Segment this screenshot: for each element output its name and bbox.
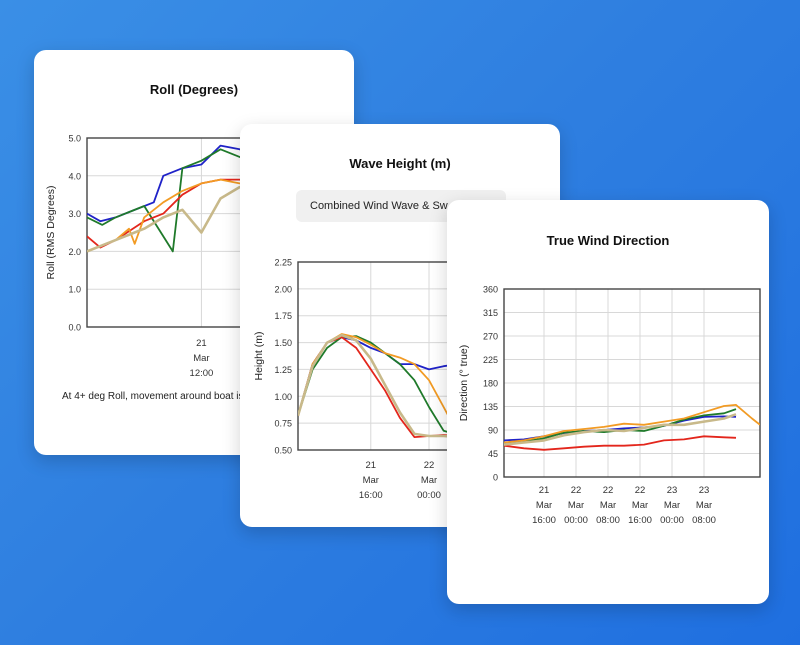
wind-series-line-red bbox=[504, 435, 737, 451]
wind-y-tick-label: 315 bbox=[483, 308, 498, 318]
wave-x-tick-label: Mar bbox=[363, 475, 379, 486]
roll-y-axis-label: Roll (RMS Degrees) bbox=[45, 186, 57, 280]
wave-y-tick-label: 1.00 bbox=[274, 392, 292, 402]
wind-x-tick-label: Mar bbox=[600, 500, 616, 511]
wind-x-tick-label: Mar bbox=[696, 500, 712, 511]
wind-x-tick-label: 23 bbox=[699, 485, 710, 496]
roll-y-tick-label: 0.0 bbox=[68, 323, 81, 333]
wind-x-tick-label: Mar bbox=[536, 500, 552, 511]
roll-x-tick-label: 21 bbox=[196, 338, 207, 349]
wave-x-tick-label: 00:00 bbox=[417, 490, 441, 501]
wind-y-tick-label: 270 bbox=[483, 332, 498, 342]
wind-direction-chart-card: True Wind Direction 0 45 90 135 180 225 270 315… bbox=[447, 200, 769, 604]
wind-x-tick-label: 23 bbox=[667, 485, 678, 496]
wind-direction-chart: 0 45 90 135 180 225 270 315 360 21 Mar 16:00 22 Mar 00… bbox=[458, 285, 761, 526]
wind-x-tick-label: 16:00 bbox=[532, 515, 556, 526]
wind-y-tick-label: 0 bbox=[493, 473, 498, 483]
wind-y-tick-label: 225 bbox=[483, 355, 498, 365]
wind-y-tick-label: 135 bbox=[483, 402, 498, 412]
wave-x-tick-label: Mar bbox=[421, 475, 437, 486]
wind-series-line-orange bbox=[504, 403, 760, 444]
wind-y-axis-label: Direction (° true) bbox=[458, 345, 470, 422]
wave-x-tick-label: 21 bbox=[365, 460, 376, 471]
roll-plot-frame bbox=[86, 137, 354, 328]
wind-x-tick-label: 22 bbox=[571, 485, 582, 496]
wind-y-tick-label: 90 bbox=[488, 426, 498, 436]
wind-x-tick-label: 08:00 bbox=[692, 515, 716, 526]
wind-direction-chart-title: True Wind Direction bbox=[546, 233, 670, 248]
wave-y-tick-label: 1.50 bbox=[274, 338, 292, 348]
roll-x-tick-label: 12:00 bbox=[190, 368, 214, 379]
wind-x-tick-label: 16:00 bbox=[628, 515, 652, 526]
wind-x-tick-label: Mar bbox=[632, 500, 648, 511]
wave-plot-frame bbox=[297, 261, 560, 451]
roll-chart-title: Roll (Degrees) bbox=[149, 82, 239, 97]
roll-y-tick-label: 3.0 bbox=[68, 209, 81, 219]
wind-x-tick-label: Mar bbox=[568, 500, 584, 511]
wave-y-tick-label: 2.25 bbox=[274, 258, 292, 268]
wind-y-tick-label: 45 bbox=[488, 449, 498, 459]
wave-y-tick-label: 0.75 bbox=[274, 419, 292, 429]
wave-y-tick-label: 1.75 bbox=[274, 311, 292, 321]
wave-y-tick-label: 1.25 bbox=[274, 365, 292, 375]
wave-height-chart-title: Wave Height (m) bbox=[349, 156, 451, 171]
wind-y-tick-label: 180 bbox=[483, 379, 498, 389]
wave-x-tick-label: 16:00 bbox=[359, 490, 383, 501]
wind-x-tick-label: 08:00 bbox=[596, 515, 620, 526]
roll-x-tick-label: Mar bbox=[193, 353, 209, 364]
wave-y-tick-label: 0.50 bbox=[274, 446, 292, 456]
wind-x-tick-label: 22 bbox=[635, 485, 646, 496]
wave-y-tick-label: 2.00 bbox=[274, 284, 292, 294]
wind-series-line-tan bbox=[504, 413, 737, 446]
wind-x-tick-label: 00:00 bbox=[660, 515, 684, 526]
wind-y-tick-label: 360 bbox=[483, 285, 498, 295]
wave-y-axis-label: Height (m) bbox=[253, 331, 265, 380]
roll-y-tick-label: 4.0 bbox=[68, 171, 81, 181]
wind-x-tick-label: 21 bbox=[539, 485, 550, 496]
roll-note: At 4+ deg Roll, movement around boat is bbox=[62, 391, 244, 402]
roll-y-tick-label: 1.0 bbox=[68, 285, 81, 295]
roll-y-tick-label: 5.0 bbox=[68, 134, 81, 144]
wind-plot-frame bbox=[503, 288, 761, 478]
wind-x-tick-label: Mar bbox=[664, 500, 680, 511]
wind-x-tick-label: 00:00 bbox=[564, 515, 588, 526]
wave-x-tick-label: 22 bbox=[424, 460, 435, 471]
wind-x-tick-label: 22 bbox=[603, 485, 614, 496]
roll-y-tick-label: 2.0 bbox=[68, 247, 81, 257]
